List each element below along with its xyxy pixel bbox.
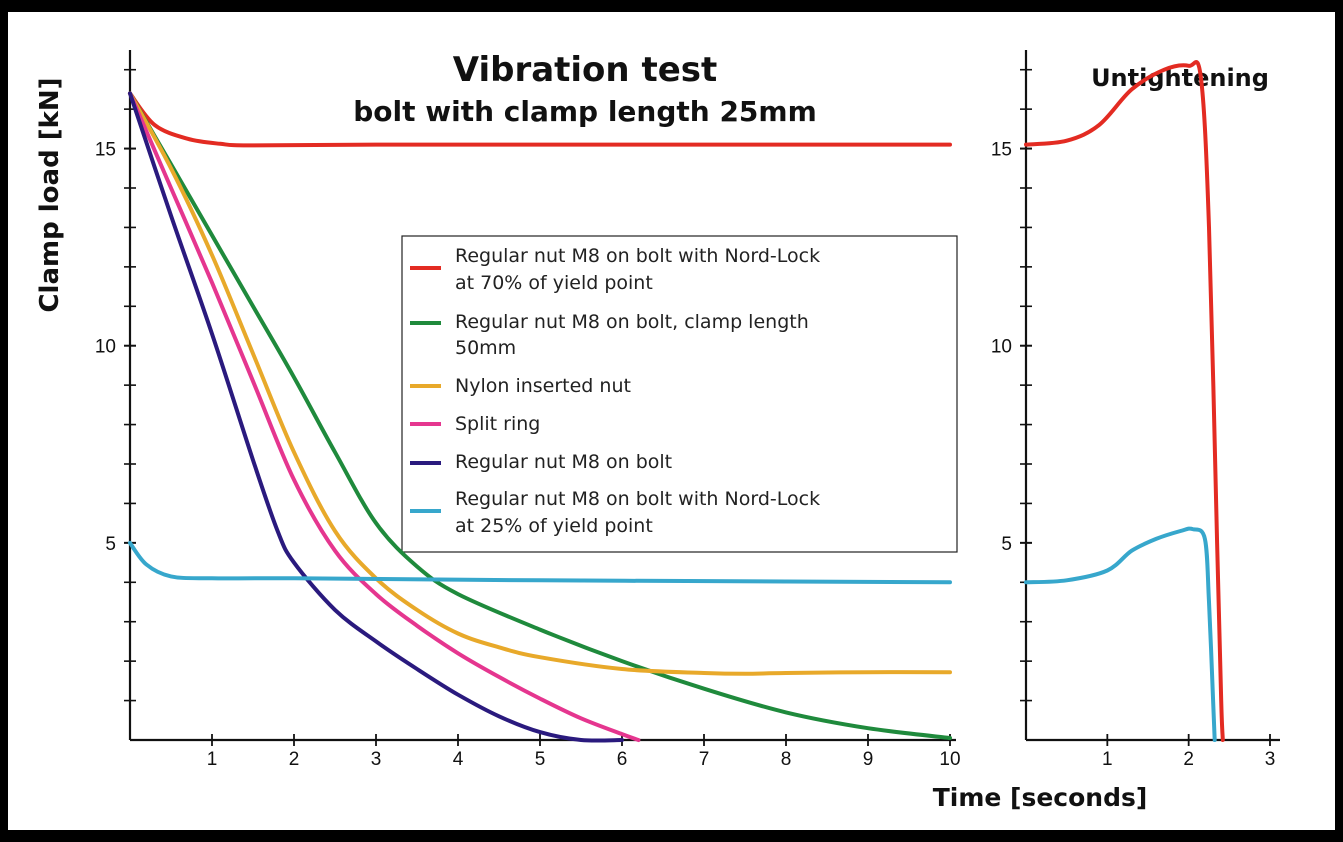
legend-label-nordlock-70-line1: Regular nut M8 on bolt with Nord-Lock	[455, 245, 820, 267]
series-line-1-1	[1024, 526, 1217, 742]
x-tick-label-1-3: 3	[1265, 749, 1276, 770]
legend-label-clamp-50-line1: Regular nut M8 on bolt, clamp length	[455, 311, 809, 333]
y-tick-label-0-15: 15	[95, 140, 116, 161]
untightening-title: Untightening	[1091, 64, 1269, 92]
x-axis-label: Time [seconds]	[933, 783, 1148, 812]
x-tick-label-0-10: 10	[939, 749, 960, 770]
x-tick-label-0-4: 4	[453, 749, 464, 770]
legend-label-regular: Regular nut M8 on bolt	[455, 451, 672, 473]
legend-label-nordlock-25-line1: Regular nut M8 on bolt with Nord-Lock	[455, 488, 820, 510]
series-line-0-2	[128, 91, 952, 676]
series-line-0-1	[128, 91, 952, 740]
chart-svg: Vibration test bolt with clamp length 25…	[35, 50, 1280, 812]
x-tick-label-0-5: 5	[535, 749, 546, 770]
x-tick-label-0-1: 1	[207, 749, 218, 770]
y-tick-label-0-10: 10	[95, 337, 116, 358]
x-tick-label-0-3: 3	[371, 749, 382, 770]
legend-label-split-ring: Split ring	[455, 413, 540, 435]
x-tick-label-1-1: 1	[1102, 749, 1113, 770]
x-tick-label-0-9: 9	[863, 749, 874, 770]
y-axis-label: Clamp load [kN]	[35, 77, 65, 312]
series-line-0-4	[128, 91, 624, 743]
legend-box	[401, 235, 958, 553]
series-line-1-0	[1024, 60, 1225, 742]
series-line-0-5	[128, 540, 952, 585]
y-tick-label-1-15: 15	[991, 140, 1012, 161]
x-tick-label-0-7: 7	[699, 749, 710, 770]
legend-label-clamp-50-line2: 50mm	[455, 337, 516, 359]
chart-title: Vibration test	[453, 50, 718, 90]
y-tick-label-0-5: 5	[105, 534, 116, 555]
y-tick-label-1-10: 10	[991, 337, 1012, 358]
x-tick-label-0-2: 2	[289, 749, 300, 770]
chart-frame: Vibration test bolt with clamp length 25…	[8, 12, 1335, 830]
legend-label-nordlock-70-line2: at 70% of yield point	[455, 272, 653, 294]
chart-subtitle: bolt with clamp length 25mm	[353, 95, 817, 128]
x-tick-label-0-6: 6	[617, 749, 628, 770]
legend-label-nordlock-25-line2: at 25% of yield point	[455, 515, 653, 537]
series-line-0-0	[128, 91, 952, 148]
legend-label-nylon: Nylon inserted nut	[455, 375, 631, 397]
x-tick-label-0-8: 8	[781, 749, 792, 770]
x-tick-label-1-2: 2	[1183, 749, 1194, 770]
y-tick-label-1-5: 5	[1001, 534, 1012, 555]
series-line-0-3	[128, 91, 641, 742]
